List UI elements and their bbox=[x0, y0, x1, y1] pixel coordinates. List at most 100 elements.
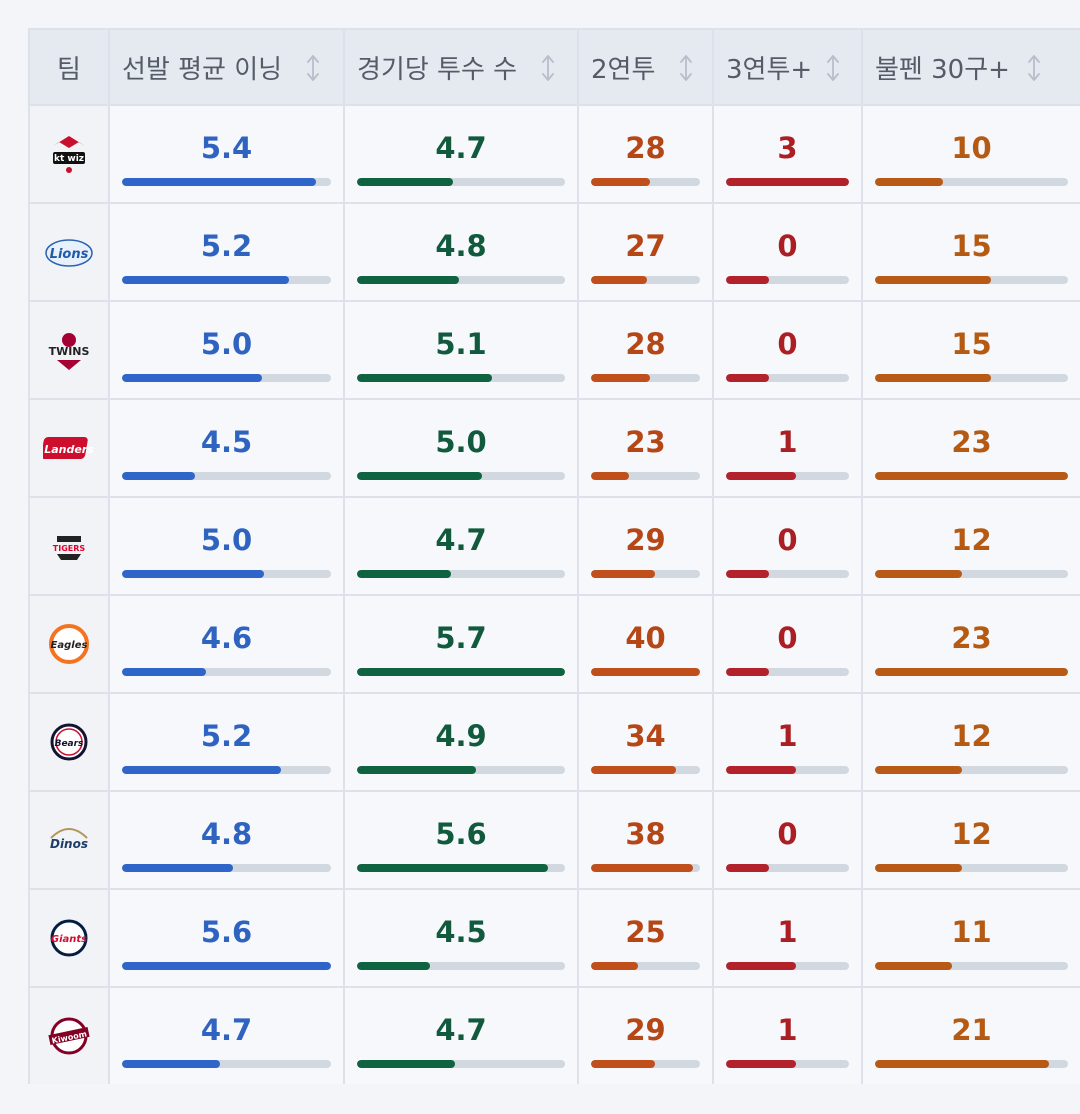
stat-cell-bp30: 15 bbox=[861, 202, 1080, 302]
stat-bar-track bbox=[357, 668, 565, 676]
stat-value: 12 bbox=[951, 719, 992, 753]
stat-bar-track bbox=[875, 472, 1068, 480]
stat-bar-fill bbox=[122, 962, 331, 970]
stat-bar-fill bbox=[875, 374, 991, 382]
stat-bar-track bbox=[122, 962, 331, 970]
stat-cell-sp_ip: 4.7 bbox=[108, 986, 345, 1084]
stat-bar-track bbox=[726, 472, 849, 480]
stat-bar-fill bbox=[122, 1060, 221, 1068]
stat-bar-track bbox=[591, 962, 700, 970]
stat-bar-track bbox=[122, 178, 331, 186]
stat-bar-track bbox=[875, 962, 1068, 970]
stat-bar-fill bbox=[357, 864, 549, 872]
stat-bar-track bbox=[726, 766, 849, 774]
column-header-pitchers[interactable]: 경기당 투수 수 bbox=[343, 28, 579, 106]
stat-cell-sp_ip: 5.2 bbox=[108, 202, 345, 302]
stat-value: 12 bbox=[951, 817, 992, 851]
stat-bar-fill bbox=[357, 766, 476, 774]
stat-bar-fill bbox=[726, 668, 770, 676]
stat-value: 0 bbox=[777, 229, 798, 263]
stat-bar-track bbox=[357, 178, 565, 186]
stat-value: 27 bbox=[625, 229, 666, 263]
stat-bar-track bbox=[122, 864, 331, 872]
sort-icon[interactable] bbox=[306, 54, 320, 82]
stat-bar-fill bbox=[122, 276, 290, 284]
stat-value: 25 bbox=[625, 915, 666, 949]
stat-bar-fill bbox=[875, 962, 953, 970]
stat-value: 1 bbox=[777, 719, 798, 753]
stat-bar-track bbox=[726, 374, 849, 382]
bullpen-stats-table: 팀 선발 평균 이닝 경기당 투수 수 2연투 3연투+ 불펜 30구+ kt … bbox=[28, 28, 1080, 1084]
stat-bar-fill bbox=[591, 570, 656, 578]
stat-bar-fill bbox=[591, 178, 650, 186]
sort-icon[interactable] bbox=[1027, 54, 1041, 82]
stat-cell-b2b: 25 bbox=[577, 888, 714, 988]
stat-cell-pitchers: 4.8 bbox=[343, 202, 579, 302]
stat-value: 11 bbox=[951, 915, 992, 949]
stat-cell-bp30: 10 bbox=[861, 104, 1080, 204]
stat-bar-fill bbox=[357, 472, 482, 480]
stat-cell-b3b: 0 bbox=[712, 594, 863, 694]
stat-bar-track bbox=[875, 668, 1068, 676]
stat-value: 23 bbox=[625, 425, 666, 459]
stat-bar-fill bbox=[122, 374, 263, 382]
column-header-bp30[interactable]: 불펜 30구+ bbox=[861, 28, 1080, 106]
stat-bar-track bbox=[591, 570, 700, 578]
stat-bar-fill bbox=[875, 864, 962, 872]
stat-cell-bp30: 12 bbox=[861, 790, 1080, 890]
stat-value: 5.7 bbox=[435, 621, 487, 655]
stat-bar-track bbox=[357, 1060, 565, 1068]
stat-bar-track bbox=[357, 962, 565, 970]
column-header-b3b[interactable]: 3연투+ bbox=[712, 28, 863, 106]
stat-cell-pitchers: 4.7 bbox=[343, 986, 579, 1084]
svg-text:kt wiz: kt wiz bbox=[54, 154, 84, 164]
sort-icon[interactable] bbox=[679, 54, 693, 82]
stat-bar-track bbox=[591, 766, 700, 774]
stat-bar-fill bbox=[357, 1060, 455, 1068]
sort-icon[interactable] bbox=[826, 54, 840, 82]
stat-value: 0 bbox=[777, 523, 798, 557]
stat-value: 29 bbox=[625, 523, 666, 557]
stat-bar-fill bbox=[122, 668, 206, 676]
svg-text:Giants: Giants bbox=[51, 934, 87, 945]
stat-cell-b2b: 23 bbox=[577, 398, 714, 498]
stat-value: 5.0 bbox=[200, 523, 253, 557]
eagles-logo: Eagles bbox=[28, 594, 110, 694]
stat-cell-b3b: 1 bbox=[712, 398, 863, 498]
stat-cell-b2b: 40 bbox=[577, 594, 714, 694]
sort-icon[interactable] bbox=[541, 54, 555, 82]
stat-cell-b2b: 38 bbox=[577, 790, 714, 890]
stat-cell-b3b: 0 bbox=[712, 300, 863, 400]
stat-value: 34 bbox=[625, 719, 666, 753]
stat-bar-fill bbox=[591, 766, 677, 774]
svg-text:Dinos: Dinos bbox=[50, 837, 88, 851]
bears-logo: Bears bbox=[28, 692, 110, 792]
stat-bar-fill bbox=[726, 864, 770, 872]
stat-bar-fill bbox=[122, 570, 265, 578]
lions-logo: Lions bbox=[28, 202, 110, 302]
stat-cell-b3b: 0 bbox=[712, 496, 863, 596]
stats-table-container: 팀 선발 평균 이닝 경기당 투수 수 2연투 3연투+ 불펜 30구+ kt … bbox=[28, 28, 1080, 1084]
stat-cell-bp30: 12 bbox=[861, 496, 1080, 596]
table-row: Landers 4.5 5.0 23 1 bbox=[28, 398, 1080, 498]
stat-cell-pitchers: 5.6 bbox=[343, 790, 579, 890]
stat-cell-pitchers: 4.7 bbox=[343, 104, 579, 204]
stat-cell-pitchers: 4.7 bbox=[343, 496, 579, 596]
column-header-sp-ip[interactable]: 선발 평균 이닝 bbox=[108, 28, 345, 106]
kiwoom-logo: Kiwoom bbox=[28, 986, 110, 1084]
stat-cell-b2b: 28 bbox=[577, 300, 714, 400]
stat-cell-pitchers: 5.0 bbox=[343, 398, 579, 498]
stat-value: 5.0 bbox=[200, 327, 253, 361]
stat-bar-fill bbox=[591, 374, 650, 382]
stat-value: 15 bbox=[951, 229, 992, 263]
dinos-logo: Dinos bbox=[28, 790, 110, 890]
stat-value: 4.6 bbox=[200, 621, 253, 655]
stat-value: 4.7 bbox=[435, 1013, 487, 1047]
stat-cell-b3b: 1 bbox=[712, 692, 863, 792]
twins-logo: TWINS bbox=[28, 300, 110, 400]
stat-cell-pitchers: 4.5 bbox=[343, 888, 579, 988]
stat-bar-track bbox=[875, 766, 1068, 774]
column-header-b2b[interactable]: 2연투 bbox=[577, 28, 714, 106]
stat-cell-bp30: 15 bbox=[861, 300, 1080, 400]
table-row: TIGERS 5.0 4.7 29 0 bbox=[28, 496, 1080, 596]
